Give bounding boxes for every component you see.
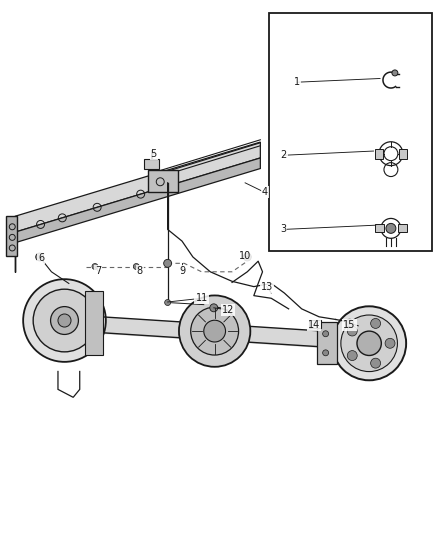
Circle shape <box>179 295 251 367</box>
Circle shape <box>191 307 239 355</box>
Circle shape <box>23 279 106 362</box>
Text: 7: 7 <box>95 266 101 276</box>
Circle shape <box>385 338 395 348</box>
Bar <box>399 149 407 159</box>
Circle shape <box>165 300 171 305</box>
Circle shape <box>392 70 398 76</box>
Bar <box>309 320 321 328</box>
Bar <box>6 216 17 256</box>
Bar <box>317 322 336 365</box>
Circle shape <box>357 331 381 356</box>
Polygon shape <box>15 158 260 243</box>
Circle shape <box>164 260 172 267</box>
Circle shape <box>204 320 226 342</box>
Bar <box>398 224 407 232</box>
Circle shape <box>33 289 96 352</box>
Circle shape <box>371 318 381 328</box>
Circle shape <box>371 358 381 368</box>
Bar <box>375 149 383 159</box>
Bar <box>375 224 384 232</box>
Text: 12: 12 <box>222 305 234 315</box>
Text: 10: 10 <box>239 251 251 261</box>
Text: 6: 6 <box>39 253 45 263</box>
Circle shape <box>210 304 218 312</box>
Text: 5: 5 <box>151 149 157 159</box>
Bar <box>269 13 432 251</box>
Bar <box>144 159 159 169</box>
Circle shape <box>347 326 357 336</box>
Circle shape <box>92 263 98 270</box>
Bar <box>148 170 178 192</box>
Text: 11: 11 <box>195 293 208 303</box>
Circle shape <box>50 306 78 334</box>
Circle shape <box>58 314 71 327</box>
Text: 8: 8 <box>137 266 143 276</box>
Circle shape <box>386 223 396 233</box>
Circle shape <box>323 350 328 356</box>
Polygon shape <box>15 142 260 232</box>
Text: 14: 14 <box>308 320 320 330</box>
Text: 9: 9 <box>179 266 185 276</box>
Circle shape <box>332 306 406 380</box>
Circle shape <box>244 253 251 261</box>
Circle shape <box>341 315 397 372</box>
Bar <box>85 292 103 355</box>
Text: 2: 2 <box>280 150 286 160</box>
Text: 13: 13 <box>261 281 273 292</box>
Text: 3: 3 <box>280 224 286 235</box>
Text: 4: 4 <box>261 188 268 197</box>
Circle shape <box>36 253 44 261</box>
Circle shape <box>346 319 353 327</box>
Text: 1: 1 <box>294 77 300 87</box>
Circle shape <box>347 351 357 360</box>
Text: 15: 15 <box>343 320 356 330</box>
Circle shape <box>133 263 139 270</box>
Circle shape <box>323 331 328 337</box>
